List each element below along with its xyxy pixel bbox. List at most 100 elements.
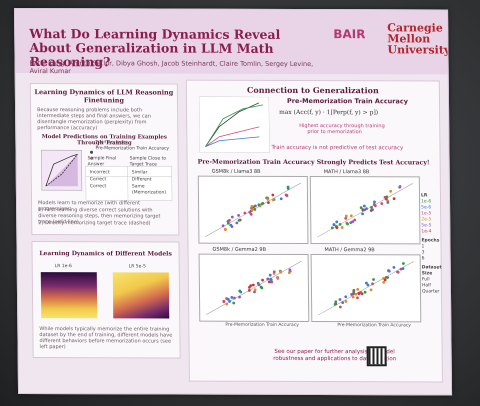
panel-title-models: Learning Dynamics of Different Models xyxy=(39,250,172,258)
panel-title-generalization: Connection to Generalization xyxy=(246,84,379,96)
scatter-point xyxy=(341,301,345,305)
scatter-point xyxy=(225,302,229,306)
scatter-point xyxy=(335,220,339,224)
scatter-point xyxy=(356,287,360,291)
scatter-point xyxy=(224,228,227,232)
scatter-point xyxy=(338,223,342,226)
scatter-point xyxy=(253,208,257,211)
scatter-point xyxy=(346,222,349,226)
scatter-point xyxy=(261,201,265,205)
scatter-point xyxy=(386,276,390,279)
scatter-point xyxy=(372,278,375,281)
scatter-point xyxy=(335,226,339,230)
scatter-point xyxy=(267,280,271,284)
scatter-point xyxy=(228,300,232,303)
scatter-point xyxy=(276,277,280,280)
scatter-svg xyxy=(318,261,414,316)
scatter-point xyxy=(371,282,374,286)
scatter-point xyxy=(351,295,355,299)
scatter-point xyxy=(228,218,231,222)
scatter-point xyxy=(338,298,342,301)
scatter-point xyxy=(369,209,373,212)
scatter-point xyxy=(249,212,253,216)
scatter-point xyxy=(354,292,358,296)
scatter-point xyxy=(259,285,263,289)
scatter-point xyxy=(389,189,393,193)
table-row-1: Incorrect xyxy=(89,170,110,176)
scatter-point xyxy=(387,269,390,272)
table-row-2: Correct xyxy=(89,177,107,183)
metric-desc-2: prior to memorization xyxy=(307,129,362,136)
scatter-point xyxy=(334,300,338,304)
legend-premem-acc: Pre-Memorization Train Accuracy xyxy=(95,146,170,152)
panel-intro: Because reasoning problems include both … xyxy=(37,107,151,132)
scatter-point xyxy=(261,278,264,282)
scatter-point xyxy=(383,278,387,282)
scatter-point xyxy=(269,278,273,282)
scatter-point xyxy=(279,270,283,274)
scatter-point xyxy=(232,301,236,305)
scatter-svg xyxy=(206,260,302,315)
scatter-point xyxy=(401,267,405,271)
train-acc-mini-plot xyxy=(198,96,270,153)
scatter-point xyxy=(338,305,342,309)
bair-logo: BAIR xyxy=(333,26,365,42)
legend-epoch-3: 6 xyxy=(421,256,425,262)
scatter-point xyxy=(366,283,370,287)
scatter-point xyxy=(235,221,239,225)
triangle-plot xyxy=(41,149,173,201)
scatter-point xyxy=(353,218,357,222)
scatter-point xyxy=(251,283,255,287)
scatter-point xyxy=(349,214,353,218)
scatter-point xyxy=(363,208,366,212)
panel-different-models: Learning Dynamics of Different Models LR… xyxy=(31,241,181,359)
scatter-point xyxy=(239,290,243,294)
scatter-point xyxy=(272,270,276,274)
scatter-point xyxy=(229,223,233,227)
scatter-point xyxy=(230,296,234,299)
scatter-point xyxy=(271,198,275,202)
scatter-point xyxy=(382,280,386,284)
models-footnote: While models typically memorize the enti… xyxy=(39,326,173,351)
scatter-point xyxy=(266,277,270,281)
plot-title-1: GSM8k / Llama3 8B xyxy=(211,168,261,175)
scatter-point xyxy=(359,206,363,209)
scatter-plot-math-llama xyxy=(309,176,421,245)
trend-line xyxy=(206,260,302,315)
scatter-point xyxy=(257,203,261,207)
scatter-point xyxy=(340,226,344,229)
footer-line-1: See our paper for further analysis on mo… xyxy=(274,348,395,356)
plot-title-3: GSM8k / Gemma2 9B xyxy=(212,246,267,253)
table-val-3: Same (Memorization) xyxy=(131,184,167,196)
scatter-point xyxy=(221,224,225,228)
train-acc-note: Train accuracy is not predictive of test… xyxy=(271,144,404,152)
footnote-3: 2) Directly memorizing target trace (das… xyxy=(38,220,151,227)
table-head-1: Sample Final Answer xyxy=(87,156,117,168)
scatter-point xyxy=(270,280,274,284)
scatter-point xyxy=(243,211,247,215)
scatter-point xyxy=(288,268,292,272)
scatter-point xyxy=(226,221,230,225)
scatter-point xyxy=(349,221,353,225)
scatter-point xyxy=(237,213,240,217)
panel-generalization: Connection to Generalization Pre-Memoriz… xyxy=(185,79,443,383)
scatter-point xyxy=(362,204,366,208)
scatter-point xyxy=(344,216,348,220)
scatter-point xyxy=(392,266,396,269)
poster-authors: Katie Kang, Amrith Setlur, Dibya Ghosh, … xyxy=(29,59,314,76)
legend-lr-6: 1e-4 xyxy=(421,229,432,235)
scatter-point xyxy=(279,197,283,201)
scatter-point xyxy=(330,226,334,230)
scatter-point xyxy=(267,201,270,205)
scatter-point xyxy=(230,215,234,219)
scatter-point xyxy=(333,302,337,306)
scatter-point xyxy=(398,185,402,189)
scatter-point xyxy=(364,281,368,285)
scatter-point xyxy=(253,288,257,292)
scatter-svg xyxy=(317,183,413,238)
scatter-point xyxy=(344,295,348,299)
table-row-3: Correct xyxy=(89,184,107,190)
scatter-point xyxy=(385,195,389,199)
scatter-point xyxy=(286,187,290,190)
